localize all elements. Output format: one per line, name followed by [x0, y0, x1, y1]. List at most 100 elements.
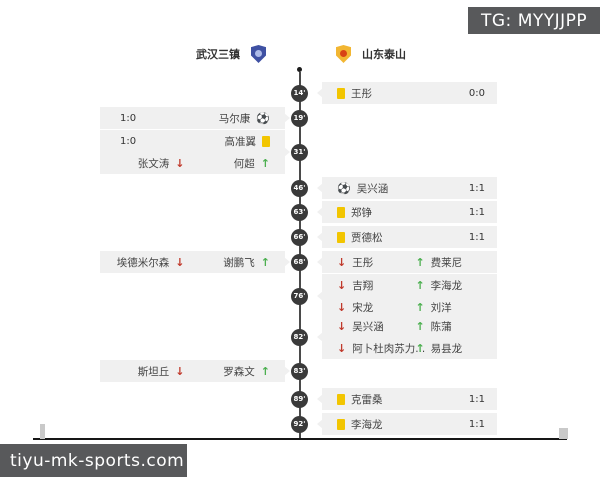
player-name: 李海龙	[430, 279, 463, 292]
player-event-pair: ⚽ 吴兴涵	[337, 181, 388, 196]
event-box: ↓ 吉翔 ↑ 李海龙 ↓ 宋龙 ↑ 刘洋	[317, 274, 497, 318]
event-box: ↓ 吴兴涵 ↑ 陈蒲 ↓ 阿卜杜肉苏力... ↑ 易县龙	[317, 315, 497, 359]
player-event-pair: 王彤	[337, 86, 372, 101]
home-team-header: 武汉三镇	[196, 44, 266, 64]
minute-badge: 76'	[291, 287, 308, 305]
bottom-rule	[33, 438, 567, 440]
event-row: 张文涛 ↓ 何超 ↑	[100, 152, 285, 174]
sub-off-col: ↓ 阿卜杜肉苏力...	[337, 341, 425, 356]
player-name: 克雷桑	[351, 393, 383, 406]
yellow-card-icon	[337, 418, 345, 430]
sub-on-col: ↑ 费莱尼	[415, 255, 485, 270]
player-name: 王彤	[352, 256, 374, 269]
player-name: 罗森文	[223, 365, 255, 378]
event-box: 郑铮 1:1	[317, 201, 497, 223]
event-row: ↓ 阿卜杜肉苏力... ↑ 易县龙	[322, 337, 497, 359]
event-box-pointer	[284, 366, 290, 376]
sub-on-col: 罗森文 ↑	[185, 364, 270, 379]
event-box-pointer	[317, 183, 323, 193]
event-row: 李海龙 1:1	[322, 413, 497, 435]
player-event-pair: 李海龙	[337, 417, 383, 432]
sub-on-arrow-icon: ↑	[260, 255, 270, 269]
event-box-pointer	[317, 257, 323, 267]
player-name: 张文涛	[137, 157, 170, 170]
event-box: 1:0 高准翼 张文涛 ↓ 何超 ↑	[100, 130, 290, 174]
player-name: 谢鹏飞	[223, 256, 255, 269]
sub-on-col: ↑ 刘洋	[415, 300, 485, 315]
sub-off-col: ↓ 王彤	[337, 255, 415, 270]
event-box-pointer	[284, 147, 290, 157]
minute-badge: 92'	[291, 415, 308, 433]
sub-off-arrow-icon: ↓	[337, 300, 347, 314]
player-name: 阿卜杜肉苏力...	[352, 342, 426, 355]
minute-badge: 19'	[291, 109, 308, 127]
event-box: 李海龙 1:1	[317, 413, 497, 435]
event-box: 斯坦丘 ↓ 罗森文 ↑	[100, 360, 290, 382]
score-at-event: 1:0	[120, 112, 137, 124]
event-row: ↓ 宋龙 ↑ 刘洋	[322, 296, 497, 318]
score-at-event: 1:1	[468, 418, 485, 430]
sub-off-arrow-icon: ↓	[337, 341, 347, 355]
yellow-card-icon	[337, 87, 345, 99]
event-box: 埃德米尔森 ↓ 谢鹏飞 ↑	[100, 251, 290, 273]
score-at-event: 1:1	[468, 206, 485, 218]
event-row: 1:0 马尔康 ⚽	[100, 107, 285, 129]
score-at-event: 1:1	[468, 393, 485, 405]
event-box-pointer	[317, 291, 323, 301]
goal-ball-icon: ⚽	[337, 181, 351, 195]
event-row: 王彤 0:0	[322, 82, 497, 104]
sub-on-col: ↑ 易县龙	[415, 341, 485, 356]
away-team-header: 山东泰山	[336, 44, 406, 64]
player-event-pair: 马尔康 ⚽	[219, 111, 270, 126]
event-box-pointer	[284, 257, 290, 267]
sub-off-pair: 埃德米尔森 ↓	[117, 255, 185, 270]
player-name: 埃德米尔森	[116, 256, 170, 269]
sub-on-arrow-icon: ↑	[415, 278, 425, 292]
sub-on-col: ↑ 李海龙	[415, 278, 485, 293]
sub-on-arrow-icon: ↑	[415, 319, 425, 333]
player-event-pair: 郑铮	[337, 205, 372, 220]
sub-off-col: ↓ 宋龙	[337, 300, 415, 315]
score-at-event: 0:0	[468, 87, 485, 99]
sub-on-pair: ↑ 陈蒲	[415, 319, 451, 334]
sub-on-pair: 谢鹏飞 ↑	[223, 255, 270, 270]
player-name: 贾德松	[351, 231, 383, 244]
sub-on-pair: ↑ 费莱尼	[415, 255, 462, 270]
sub-on-col: ↑ 陈蒲	[415, 319, 485, 334]
watermark-text: tiyu-mk-sports.com	[10, 450, 185, 471]
watermark-banner: tiyu-mk-sports.com	[0, 444, 187, 477]
yellow-card-icon	[262, 135, 270, 147]
event-box-pointer	[317, 332, 323, 342]
sub-on-arrow-icon: ↑	[260, 364, 270, 378]
tg-contact-banner: TG: MYYJJPP	[468, 7, 600, 34]
minute-badge: 31'	[291, 143, 308, 161]
event-row: 贾德松 1:1	[322, 226, 497, 248]
yellow-card-icon	[337, 393, 345, 405]
sub-off-pair: 斯坦丘 ↓	[138, 364, 185, 379]
sub-on-pair: 罗森文 ↑	[223, 364, 270, 379]
score-at-event: 1:1	[468, 182, 485, 194]
minute-badge: 89'	[291, 390, 308, 408]
minute-badge: 14'	[291, 84, 308, 102]
sub-off-pair: ↓ 阿卜杜肉苏力...	[337, 341, 425, 356]
timeline-start-dot	[297, 67, 302, 72]
minute-badge: 63'	[291, 203, 308, 221]
event-box: ↓ 王彤 ↑ 费莱尼	[317, 251, 497, 273]
event-box: ⚽ 吴兴涵 1:1	[317, 177, 497, 199]
sub-off-pair: 张文涛 ↓	[138, 156, 185, 171]
bottom-left-marker	[40, 424, 45, 439]
team-header: 武汉三镇 山东泰山	[0, 44, 600, 64]
minute-badge: 83'	[291, 362, 308, 380]
event-row: 斯坦丘 ↓ 罗森文 ↑	[100, 360, 285, 382]
sub-off-col: ↓ 吉翔	[337, 278, 415, 293]
event-row: 郑铮 1:1	[322, 201, 497, 223]
sub-off-col: 埃德米尔森 ↓	[117, 255, 185, 270]
minute-badge: 68'	[291, 253, 308, 271]
sub-off-arrow-icon: ↓	[175, 255, 185, 269]
sub-on-pair: 何超 ↑	[234, 156, 270, 171]
sub-on-col: 谢鹏飞 ↑	[185, 255, 270, 270]
event-row: ↓ 王彤 ↑ 费莱尼	[322, 251, 497, 273]
event-row: ↓ 吉翔 ↑ 李海龙	[322, 274, 497, 296]
player-name: 高准翼	[224, 135, 257, 148]
